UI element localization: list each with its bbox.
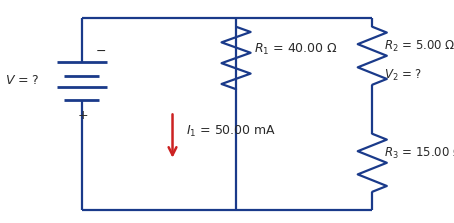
Text: $R_3$ = 15.00 Ω: $R_3$ = 15.00 Ω — [384, 146, 454, 161]
Text: $I_1$ = 50.00 mA: $I_1$ = 50.00 mA — [186, 124, 276, 139]
Text: $-$: $-$ — [95, 44, 107, 57]
Text: $V$ = ?: $V$ = ? — [5, 74, 39, 87]
Text: $V_2$ = ?: $V_2$ = ? — [384, 68, 422, 83]
Text: $R_1$ = 40.00 Ω: $R_1$ = 40.00 Ω — [254, 41, 338, 57]
Text: $+$: $+$ — [77, 109, 89, 122]
Text: $R_2$ = 5.00 Ω: $R_2$ = 5.00 Ω — [384, 39, 454, 54]
